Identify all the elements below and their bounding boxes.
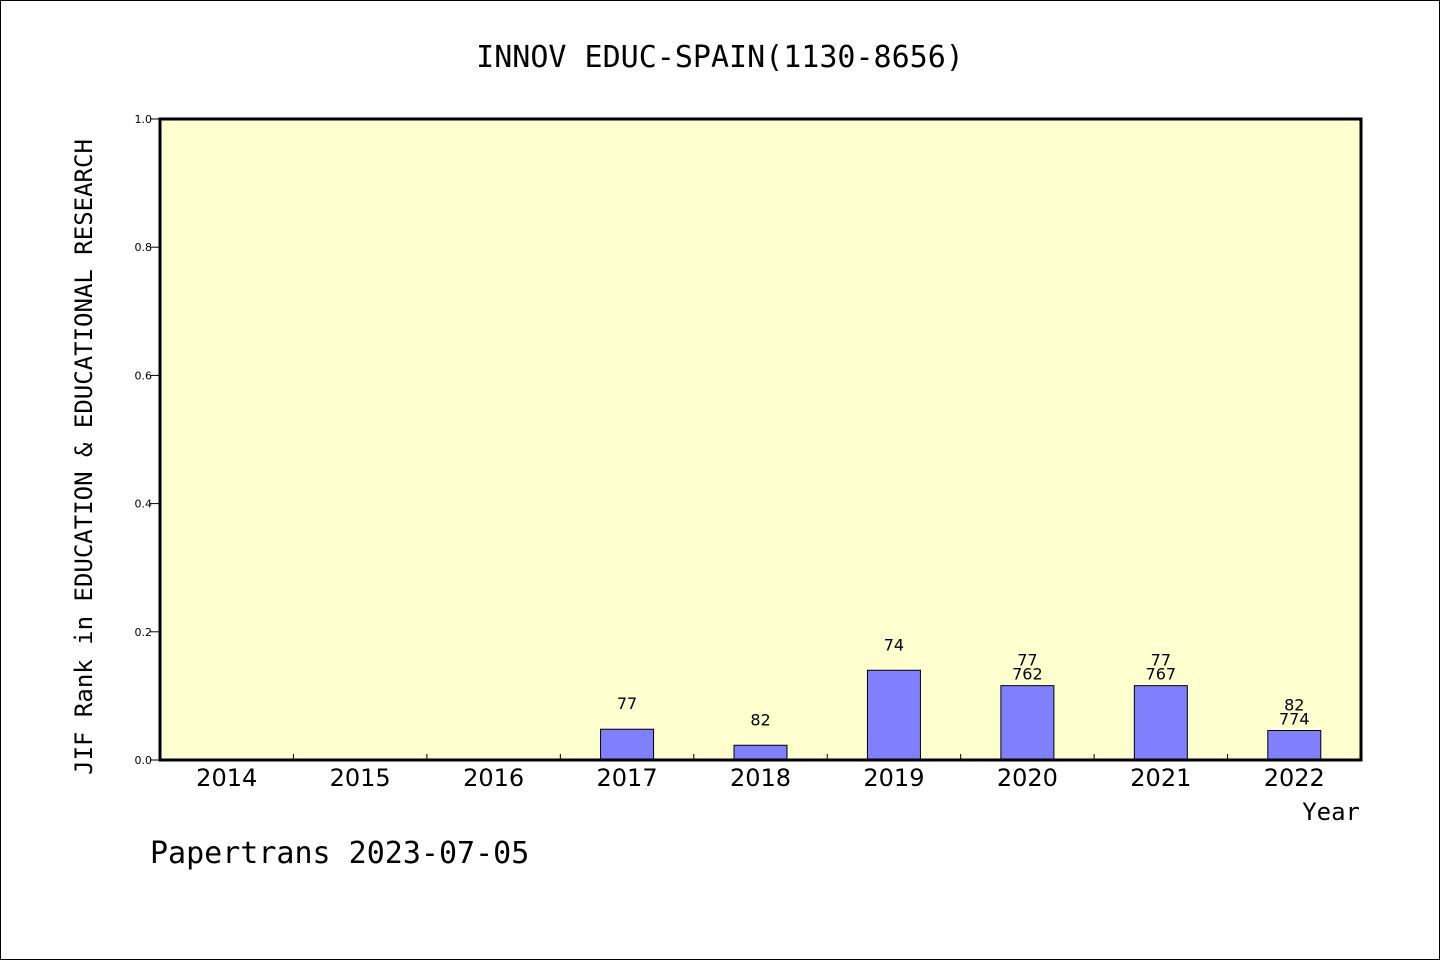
plot-border — [158, 117, 1363, 762]
x-tick-label: 2019 — [863, 764, 924, 792]
y-axis-label: JIF Rank in EDUCATION & EDUCATIONAL RESE… — [70, 139, 98, 775]
y-tick-label: 0.0 — [135, 754, 153, 767]
x-tick-label: 2022 — [1264, 764, 1325, 792]
footer-text: Papertrans 2023-07-05 — [150, 836, 529, 871]
y-tick-label: 0.8 — [135, 241, 153, 254]
bar-label: 767 — [1146, 665, 1177, 684]
ticks-group: 0.0 0.2 0.4 0.6 0.8 1.0 2014 2015 2016 2017 2018 20… — [135, 113, 1325, 792]
bar — [1000, 685, 1055, 761]
bar-label: 74 — [884, 635, 904, 654]
bar-label: 82 — [750, 710, 770, 729]
x-tick-label: 2017 — [597, 764, 658, 792]
bar-label: 762 — [1012, 665, 1043, 684]
y-tick-label: 1.0 — [135, 113, 153, 126]
chart-title: INNOV EDUC-SPAIN(1130-8656) — [476, 40, 964, 75]
y-tick-label: 0.2 — [135, 626, 153, 639]
bar — [1267, 730, 1322, 761]
y-tick-label: 0.4 — [135, 498, 153, 511]
bar-label: 774 — [1279, 710, 1310, 729]
bar-label: 82 — [1284, 696, 1304, 715]
bar-label: 77 — [617, 694, 637, 713]
x-tick-label: 2014 — [196, 764, 257, 792]
x-tick-label: 2020 — [997, 764, 1058, 792]
plot-area — [160, 119, 1361, 760]
bar — [600, 728, 655, 761]
x-tick-label: 2021 — [1130, 764, 1191, 792]
x-tick-label: 2018 — [730, 764, 791, 792]
bar — [733, 744, 788, 761]
bar-label: 77 — [1017, 651, 1037, 670]
x-tick-label: 2015 — [330, 764, 391, 792]
bar — [866, 669, 921, 761]
bar-label: 77 — [1151, 651, 1171, 670]
x-tick-label: 2016 — [463, 764, 524, 792]
x-axis-label: Year — [1302, 798, 1360, 826]
y-tick-label: 0.6 — [135, 369, 153, 382]
bar — [1133, 685, 1188, 761]
